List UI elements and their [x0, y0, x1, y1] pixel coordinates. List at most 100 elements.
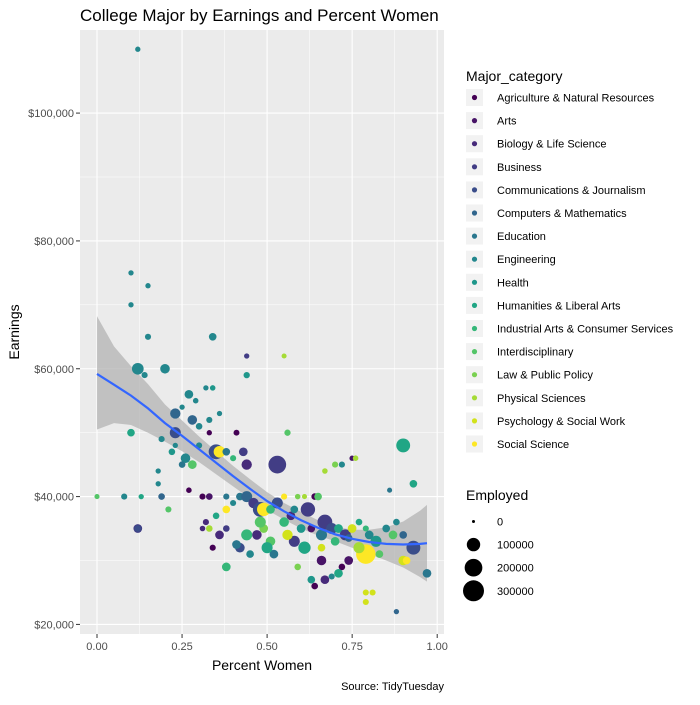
legend-entry-label: Humanities & Liberal Arts: [497, 300, 621, 312]
data-point: [238, 447, 248, 457]
data-point: [246, 550, 254, 558]
legend-entry-label: Social Science: [497, 439, 569, 451]
size-legend-swatch: [472, 520, 475, 523]
data-point: [209, 385, 216, 391]
data-point: [222, 505, 231, 514]
data-point: [279, 517, 289, 527]
data-point: [399, 531, 408, 539]
data-point: [138, 493, 144, 500]
x-axis-label: Percent Women: [212, 657, 312, 673]
data-point: [195, 423, 203, 430]
color-legend-title: Major_category: [466, 68, 563, 84]
data-point: [186, 487, 192, 493]
x-tick-label: 0.50: [256, 641, 277, 653]
data-point: [192, 397, 199, 404]
data-point: [233, 429, 240, 436]
data-point: [402, 556, 411, 565]
legend-swatch: [471, 141, 478, 147]
data-point: [261, 542, 273, 554]
data-point: [155, 468, 161, 474]
legend-entry-label: Engineering: [497, 254, 556, 266]
data-point: [294, 493, 301, 500]
data-point: [362, 598, 369, 606]
data-point: [393, 608, 400, 615]
legend-swatch: [471, 279, 478, 285]
data-point: [269, 549, 279, 559]
data-point: [243, 371, 250, 379]
data-point: [330, 536, 340, 546]
data-point: [179, 404, 185, 410]
legend-swatch: [471, 372, 478, 378]
legend-swatch: [471, 325, 478, 332]
legend-entry-label: Computers & Mathematics: [497, 208, 627, 220]
legend-swatch: [471, 94, 478, 101]
legend-entry-label: Industrial Arts & Consumer Services: [497, 324, 674, 336]
size-legend-label: 200000: [497, 563, 534, 575]
data-point: [158, 493, 165, 500]
data-point: [241, 529, 253, 541]
legend-swatch: [471, 418, 478, 424]
legend-swatch: [471, 441, 478, 447]
smooth-trend-line: [96, 372, 428, 546]
data-point: [364, 530, 374, 540]
legend-swatch: [471, 256, 478, 262]
data-point: [388, 530, 398, 540]
data-point: [213, 445, 226, 458]
data-point: [222, 447, 231, 456]
data-point: [288, 535, 300, 547]
legend-swatch: [471, 164, 478, 170]
size-legend-swatch: [463, 580, 484, 602]
data-point: [268, 455, 287, 474]
data-point: [320, 575, 330, 585]
data-point: [216, 410, 223, 417]
data-point: [223, 493, 230, 500]
data-point: [94, 494, 100, 500]
data-point: [206, 493, 213, 500]
data-point: [338, 563, 346, 571]
data-point: [316, 555, 327, 566]
x-tick-label: 0.75: [341, 641, 362, 653]
data-point: [209, 544, 216, 551]
data-point: [334, 568, 343, 578]
x-tick-label: 0.25: [171, 641, 192, 653]
data-point: [344, 556, 354, 565]
data-point: [158, 436, 165, 443]
size-legend-label: 0: [497, 517, 503, 529]
legend-entry-label: Biology & Life Science: [497, 139, 606, 151]
data-point: [199, 525, 206, 532]
data-point: [409, 479, 418, 488]
size-legend-label: 300000: [497, 586, 534, 598]
data-point: [230, 455, 237, 462]
data-point: [334, 524, 343, 533]
data-point: [127, 428, 135, 437]
data-point: [184, 389, 194, 399]
data-point: [244, 353, 250, 359]
legend-entry-label: Arts: [497, 116, 517, 128]
data-point: [311, 582, 319, 590]
legend-swatch: [471, 210, 478, 216]
trend-line-path: [96, 372, 428, 546]
data-point: [187, 415, 198, 425]
data-point: [131, 362, 144, 375]
data-point: [206, 416, 213, 423]
size-legend-key: [466, 510, 489, 533]
data-point: [332, 461, 339, 468]
data-point: [362, 525, 369, 532]
data-point: [314, 492, 322, 501]
legend-swatch: [471, 187, 478, 193]
data-point: [160, 364, 170, 374]
data-point: [353, 542, 365, 554]
legend-swatch: [471, 302, 478, 308]
data-point: [352, 455, 359, 461]
grid-lines: [80, 30, 444, 634]
data-point: [300, 502, 316, 517]
data-point: [301, 494, 308, 500]
x-axis-ticks: 0.00 0.25 0.50 0.75 1.00: [86, 634, 448, 653]
data-point: [221, 562, 231, 572]
data-point: [406, 540, 421, 555]
y-tick-label: $60,000: [34, 364, 74, 376]
y-tick-label: $40,000: [34, 492, 74, 504]
data-point: [281, 493, 288, 500]
data-point: [322, 468, 328, 474]
